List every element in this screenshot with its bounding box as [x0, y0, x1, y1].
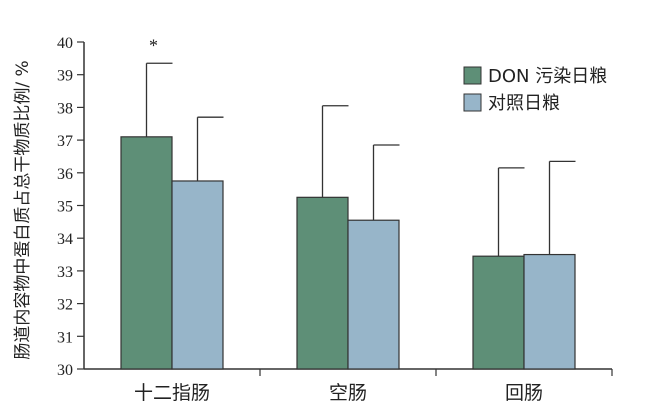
- y-tick-label: 38: [57, 100, 73, 117]
- bar-don: [296, 196, 349, 370]
- y-tick-label: 35: [57, 199, 73, 216]
- bars: [120, 136, 576, 370]
- x-category-label: 十二指肠: [134, 382, 210, 404]
- bar-don: [120, 136, 173, 370]
- y-tick-label: 33: [57, 264, 73, 281]
- legend-swatch-don: [463, 66, 482, 85]
- significance-marker: *: [149, 35, 158, 55]
- y-tick-label: 30: [57, 362, 73, 379]
- y-tick-label: 34: [57, 231, 73, 248]
- y-ticks: 30 31 32 33 34 35 36 37 38 39 40: [57, 35, 84, 379]
- bar-don: [472, 255, 525, 370]
- y-tick-label: 40: [57, 35, 73, 52]
- legend-label-don: DON 污染日粮: [488, 66, 607, 87]
- legend: DON 污染日粮 对照日粮: [463, 66, 607, 114]
- bar-control: [171, 180, 224, 370]
- y-tick-label: 37: [57, 133, 73, 150]
- bar-control: [347, 219, 400, 370]
- bar-control: [523, 253, 576, 370]
- legend-swatch-control: [463, 93, 482, 112]
- x-category-label: 回肠: [505, 382, 543, 404]
- error-bars: [145, 62, 576, 257]
- legend-label-control: 对照日粮: [488, 93, 560, 114]
- annotations: *: [149, 35, 158, 55]
- x-category-label: 空肠: [329, 382, 367, 404]
- y-tick-label: 36: [57, 166, 73, 183]
- y-tick-label: 39: [57, 68, 73, 85]
- x-ticks: 十二指肠 空肠 回肠: [134, 369, 613, 404]
- y-tick-label: 31: [57, 329, 73, 346]
- y-axis-label: 肠道内容物中蛋白质占总干物质比例/ %: [13, 60, 33, 359]
- y-tick-label: 32: [57, 297, 73, 314]
